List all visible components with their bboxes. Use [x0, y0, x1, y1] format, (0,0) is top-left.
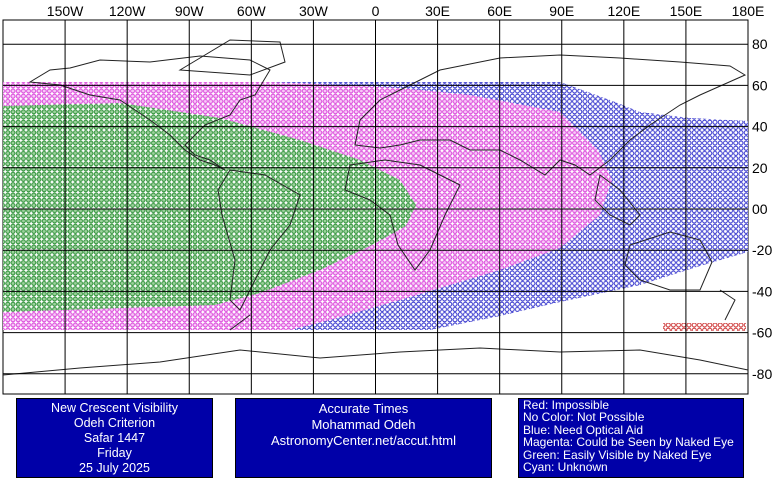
graticule: 150W 120W 90W 60W 30W 0 30E 60E 90E 120E 150E 180E 8… — [3, 3, 772, 394]
info-line: Friday — [97, 446, 132, 460]
credit-line: Mohammad Odeh — [311, 417, 416, 432]
lat-label: -80 — [752, 366, 772, 382]
lon-label: 180E — [732, 3, 765, 19]
zone-easily-visible — [3, 103, 416, 312]
info-box: New Crescent Visibility Odeh Criterion Saf… — [16, 398, 213, 478]
info-line: Odeh Criterion — [73, 416, 156, 430]
legend-line: No Color: Not Possible — [523, 410, 645, 425]
credit-box: Accurate Times Mohammad Odeh AstronomyCent… — [235, 398, 492, 478]
visibility-map: 150W 120W 90W 60W 30W 0 30E 60E 90E 120E 150E 180E 8… — [2, 3, 772, 395]
zone-impossible — [663, 323, 746, 331]
legend-line: Cyan: Unknown — [523, 460, 608, 475]
lon-label: 90E — [549, 3, 574, 19]
legend-line: Magenta: Could be Seen by Naked Eye — [523, 435, 734, 450]
lon-label: 0 — [372, 3, 380, 19]
legend-line: Green: Easily Visible by Naked Eye — [523, 447, 712, 462]
lon-label: 60E — [487, 3, 512, 19]
lon-label: 30W — [299, 3, 329, 19]
lon-label: 60W — [237, 3, 267, 19]
legend-box: Red: Impossible No Color: Not Possible Blu… — [518, 398, 744, 478]
lon-label: 150E — [670, 3, 703, 19]
credit-line: AstronomyCenter.net/accut.html — [271, 433, 456, 448]
legend-line: Blue: Need Optical Aid — [523, 422, 644, 437]
lat-label: 40 — [752, 119, 768, 135]
lat-label: -60 — [752, 325, 772, 341]
info-line: 25 July 2025 — [79, 461, 150, 475]
credit-line: Accurate Times — [318, 401, 409, 416]
lon-label: 120W — [109, 3, 146, 19]
coastlines — [2, 39, 749, 376]
lat-label: 00 — [752, 201, 768, 217]
lon-label: 120E — [607, 3, 640, 19]
lon-label: 90W — [175, 3, 205, 19]
legend-line: Red: Impossible — [523, 398, 610, 412]
lat-label: -20 — [752, 242, 772, 258]
info-line: New Crescent Visibility — [51, 401, 178, 415]
lat-label: 20 — [752, 160, 768, 176]
lon-label: 150W — [47, 3, 84, 19]
lat-label: 80 — [752, 36, 768, 52]
info-line: Safar 1447 — [83, 431, 146, 445]
lat-label: -40 — [752, 283, 772, 299]
lat-label: 60 — [752, 77, 768, 93]
lon-label: 30E — [425, 3, 450, 19]
